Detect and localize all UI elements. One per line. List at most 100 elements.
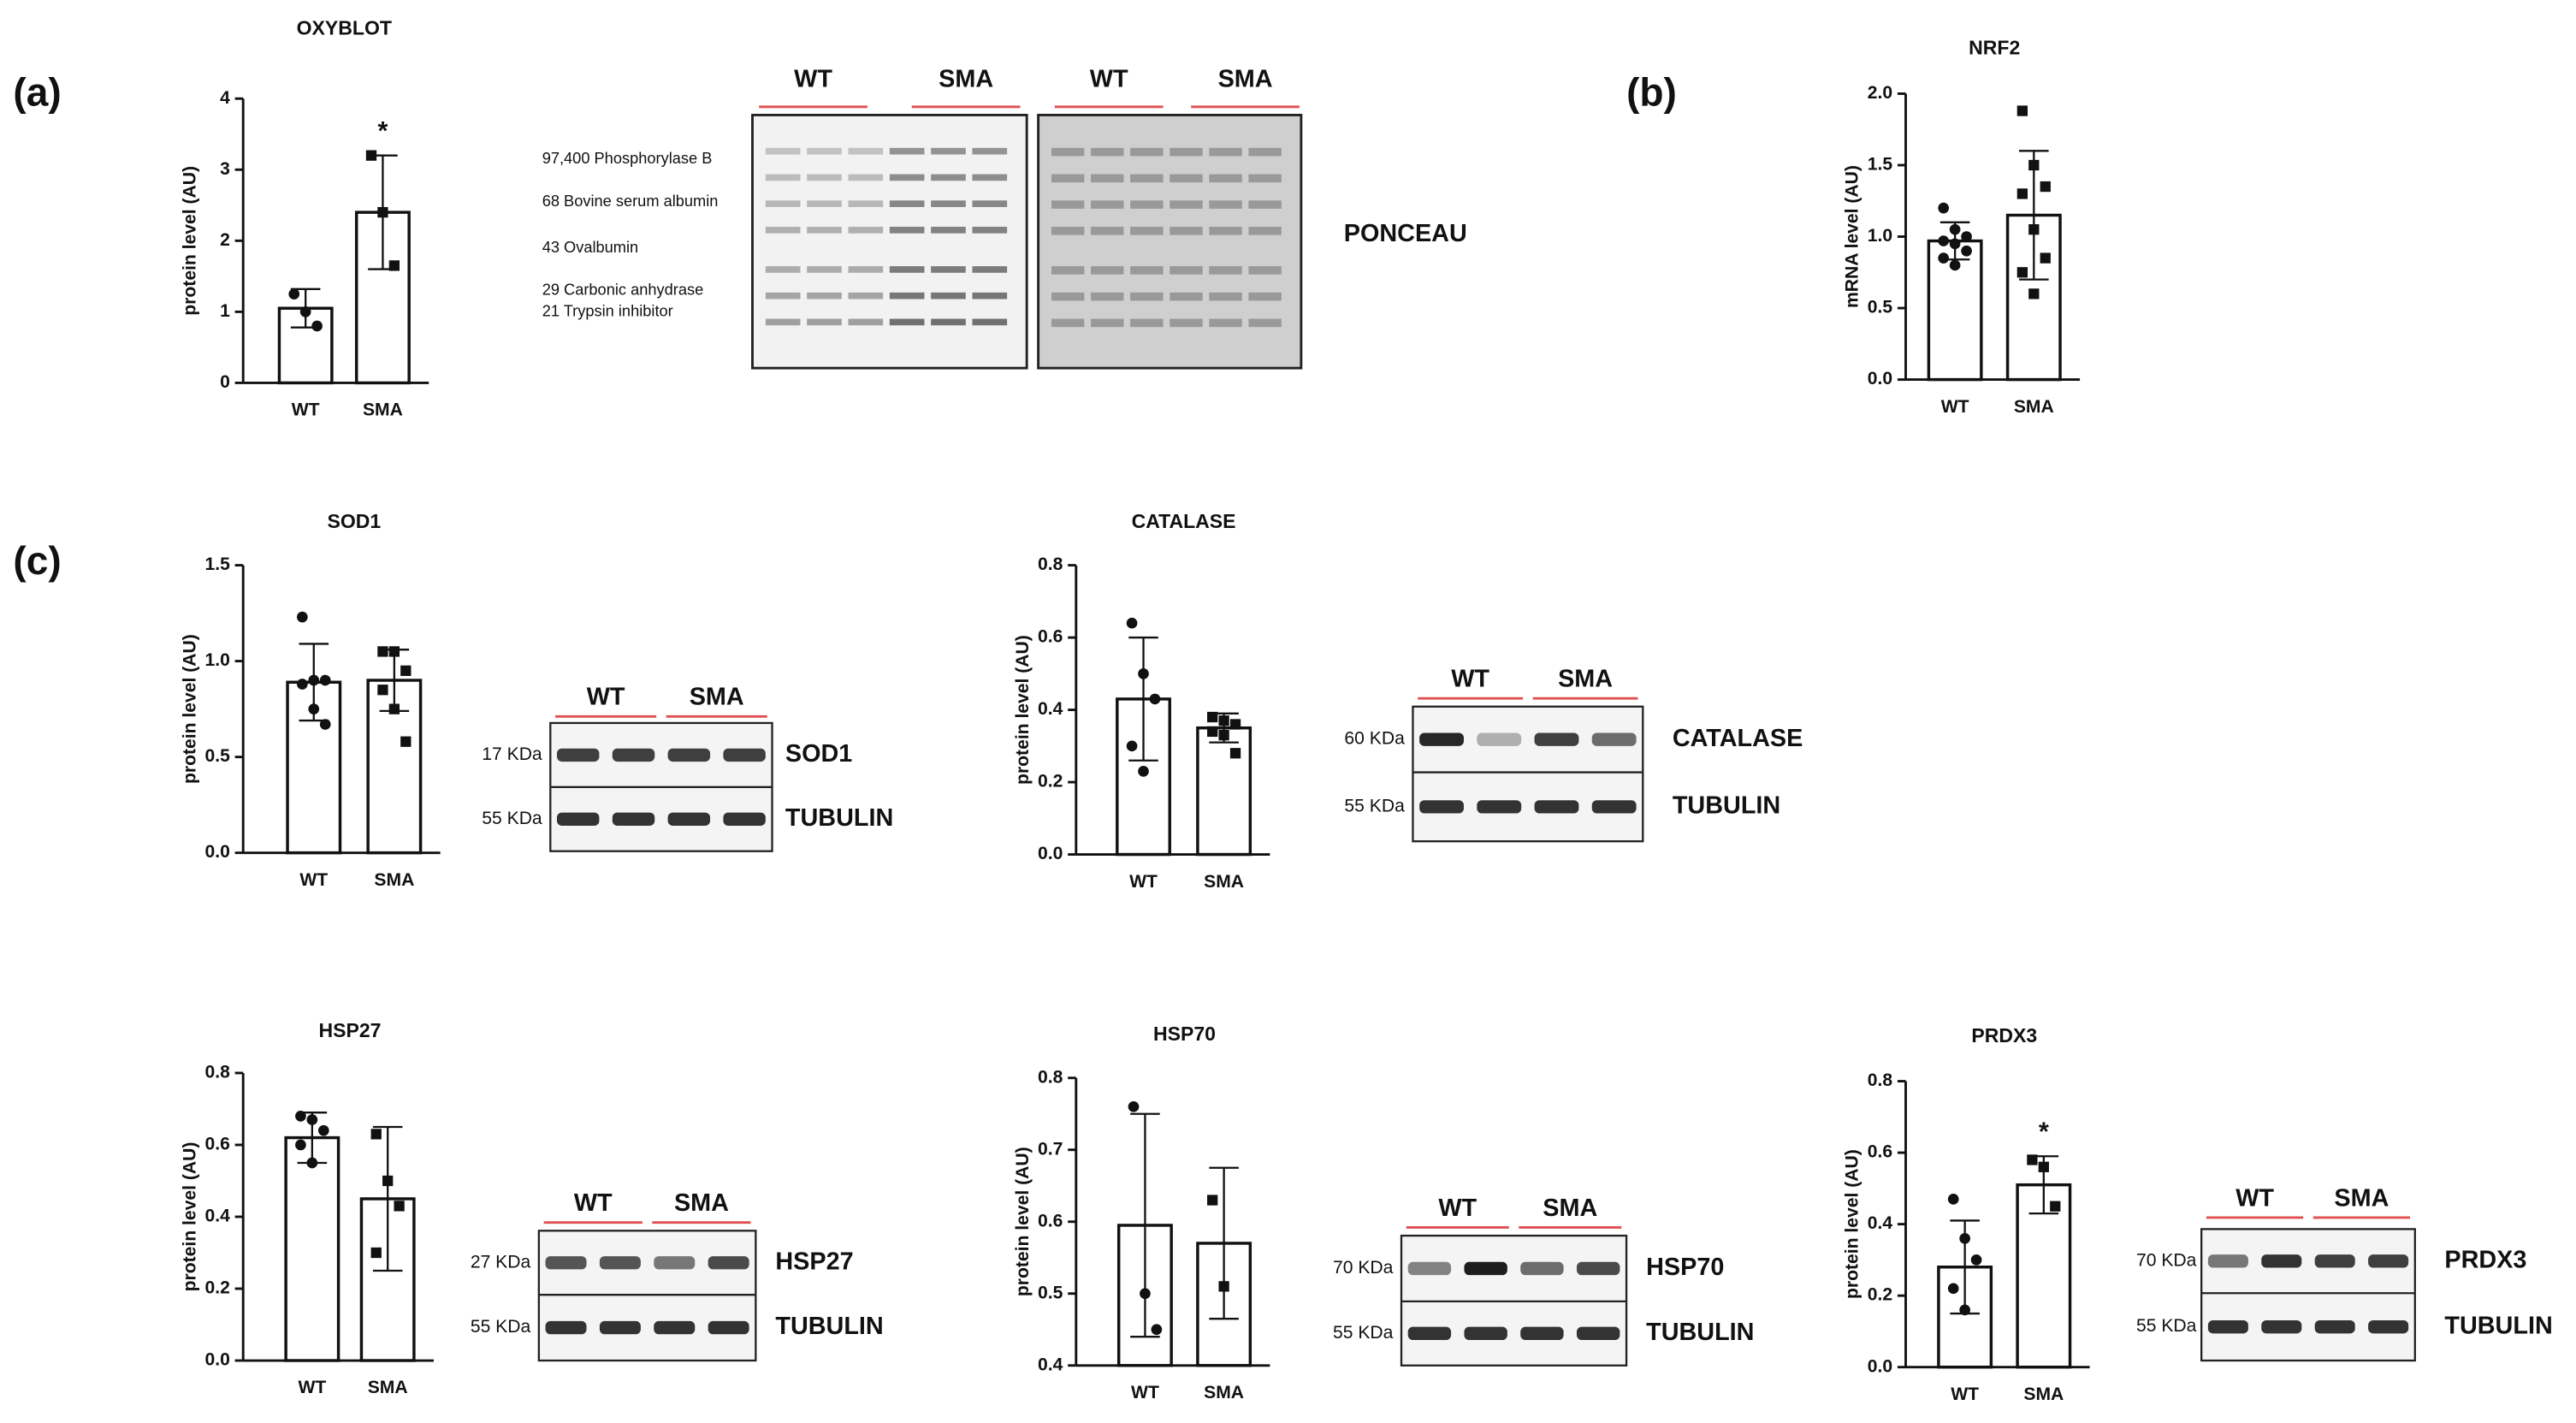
blot-band <box>972 227 1008 234</box>
blot-band <box>931 147 966 155</box>
blot-band <box>1051 174 1085 183</box>
blot-band <box>1591 800 1637 814</box>
data-point <box>2040 252 2051 264</box>
lane-group-label: SMA <box>939 66 993 93</box>
blot-band <box>2261 1319 2302 1334</box>
bar <box>1196 726 1252 857</box>
chart-title: HSP27 <box>319 1019 382 1041</box>
blot-band <box>556 812 600 826</box>
data-point <box>2040 181 2051 193</box>
data-point <box>1207 726 1218 738</box>
band-size: 17 KDa <box>482 744 542 764</box>
x-tick-label: SMA <box>2023 1384 2064 1404</box>
data-point <box>1947 1194 1959 1205</box>
blot-band <box>1534 732 1579 746</box>
data-point <box>1959 1304 1970 1316</box>
y-tick-label: 0.8 <box>1038 1067 1063 1087</box>
blot-band <box>1248 292 1282 301</box>
y-tick-label: 0.8 <box>1038 554 1063 574</box>
y-tick-label: 0.4 <box>1038 699 1063 719</box>
lane-group-label: WT <box>2235 1184 2274 1212</box>
blot-band <box>654 1320 696 1335</box>
blot-band <box>931 266 966 273</box>
x-tick-label: WT <box>299 870 328 890</box>
data-point <box>288 288 300 299</box>
y-tick-label: 0.4 <box>204 1207 230 1226</box>
y-tick-label: 0.6 <box>1038 1211 1063 1230</box>
blot-band <box>1209 147 1242 157</box>
lane-group-label: SMA <box>1218 66 1273 93</box>
blot-band <box>1248 318 1282 328</box>
y-tick-label: 0.0 <box>1038 844 1063 863</box>
lane-group-label: SMA <box>690 684 744 711</box>
blot-band <box>1170 318 1203 328</box>
x-tick-label: SMA <box>363 400 403 420</box>
blot-band <box>1091 292 1124 301</box>
data-point <box>1138 766 1149 777</box>
blot-band <box>1091 200 1124 209</box>
blot-band <box>1051 292 1085 301</box>
marker-label: 21 Trypsin inhibitor <box>542 302 673 320</box>
panel-label: (c) <box>13 538 61 583</box>
blot-band <box>972 174 1008 181</box>
blot-band <box>1209 227 1242 235</box>
blot-band <box>765 147 801 155</box>
data-point <box>1218 1281 1229 1292</box>
blot-band <box>667 812 711 826</box>
blot-band <box>545 1320 587 1335</box>
blot-band <box>2314 1319 2355 1334</box>
chart-title: CATALASE <box>1132 510 1236 532</box>
data-point <box>1140 1288 1151 1300</box>
y-tick-label: 0.2 <box>1868 1285 1892 1305</box>
data-point <box>388 646 400 657</box>
blot-band <box>848 292 884 299</box>
blot-band <box>765 200 801 207</box>
data-point <box>400 736 412 747</box>
blot-band <box>848 174 884 181</box>
y-tick-label: 0.4 <box>1868 1213 1893 1233</box>
protein-name: TUBULIN <box>2444 1312 2552 1339</box>
blot-frame <box>1037 113 1303 370</box>
blot-band <box>889 266 925 273</box>
protein-name: HSP70 <box>1646 1254 1724 1281</box>
blot-band <box>1170 227 1203 235</box>
band-size: 55 KDa <box>1333 1323 1394 1343</box>
y-tick-label: 0.8 <box>204 1063 230 1082</box>
blot-band <box>848 227 884 234</box>
blot-band <box>1051 227 1085 235</box>
data-point <box>1949 238 1961 250</box>
blot-band <box>1051 147 1085 157</box>
blot-band <box>1248 174 1282 183</box>
blot-band <box>931 200 966 207</box>
blot-band <box>1130 266 1164 275</box>
y-axis-label: mRNA level (AU) <box>1843 165 1862 308</box>
data-point <box>1938 252 1950 264</box>
y-tick-label: 0.0 <box>204 1350 229 1370</box>
x-tick-label: WT <box>292 400 320 420</box>
blot-band <box>1209 292 1242 301</box>
x-tick-label: SMA <box>2014 397 2054 417</box>
data-point <box>394 1201 405 1212</box>
chart-title: OXYBLOT <box>297 17 392 39</box>
band-size: 55 KDa <box>482 809 542 828</box>
blot-band <box>807 174 842 181</box>
lane-group-label: WT <box>1451 666 1489 693</box>
blot-band <box>765 318 801 326</box>
blot-band <box>848 147 884 155</box>
y-tick-label: 0.4 <box>1038 1355 1063 1374</box>
blot-band <box>2207 1319 2248 1334</box>
data-point <box>319 719 331 730</box>
blot-band <box>654 1256 696 1270</box>
data-point <box>388 260 400 271</box>
y-tick-label: 0 <box>220 372 230 392</box>
x-tick-label: WT <box>298 1378 326 1397</box>
data-point <box>311 320 323 332</box>
blot-band <box>708 1320 749 1335</box>
blot-band <box>1209 174 1242 183</box>
data-point <box>2016 188 2028 199</box>
blot-band <box>931 227 966 234</box>
blot-band <box>2368 1254 2409 1268</box>
data-point <box>377 685 388 696</box>
blot-frame <box>2200 1228 2416 1362</box>
blot-band <box>765 227 801 234</box>
